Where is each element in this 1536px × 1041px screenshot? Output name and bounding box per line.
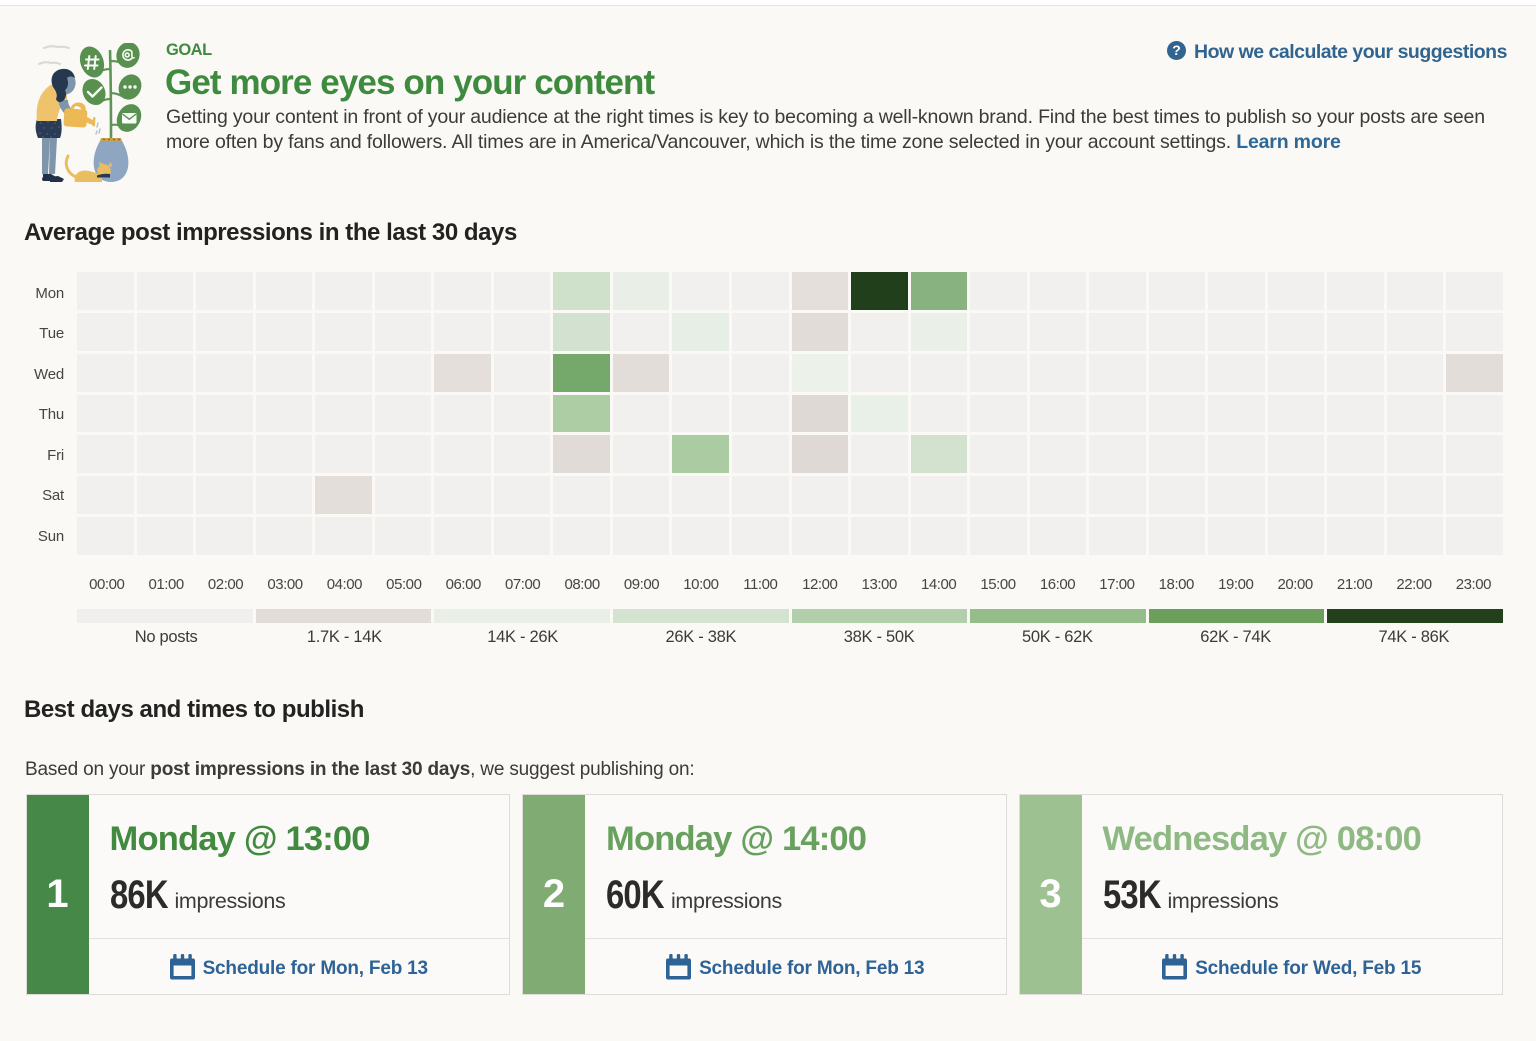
svg-text:?: ?	[1172, 42, 1181, 58]
